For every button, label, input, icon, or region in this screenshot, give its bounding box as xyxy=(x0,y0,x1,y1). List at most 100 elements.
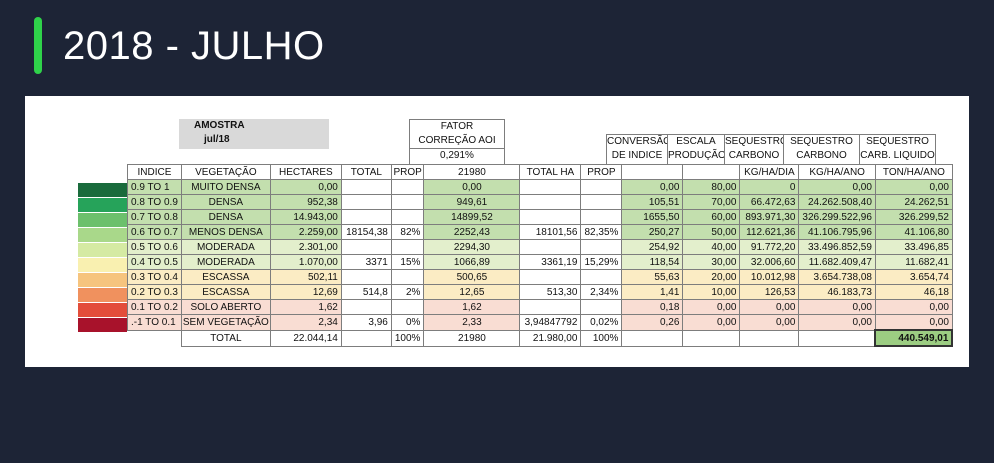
row-hectares: 14.943,00 xyxy=(269,209,342,225)
row-seq-ano: 0,00 xyxy=(798,314,876,331)
row-total-ha: 3361,19 xyxy=(519,254,582,270)
legend-swatch xyxy=(78,303,127,317)
vegetation-table: INDICE VEGETAÇÃO HECTARES TOTAL PROP 219… xyxy=(127,164,954,347)
totals-escala xyxy=(682,329,741,347)
totals-total xyxy=(340,329,392,347)
header-total-ha: TOTAL HA xyxy=(519,164,582,180)
row-indice: 0.9 TO 1 xyxy=(127,179,182,195)
row-seq-dia: 32.006,60 xyxy=(739,254,800,270)
fator-value: 0,291% xyxy=(410,148,504,163)
row-conversao: 1,41 xyxy=(621,284,684,300)
data-panel: AMOSTRA jul/18 FATOR CORREÇÃO AOI 0,291%… xyxy=(25,96,969,367)
row-total xyxy=(340,269,392,285)
table-row: 0.2 TO 0.3 ESCASSA 12,69 514,8 2% 12,65 513,30… xyxy=(127,284,953,300)
row-seq-dia: 66.472,63 xyxy=(739,194,800,210)
header-seq-ano-l2: CARBONO xyxy=(796,150,847,161)
row-indice: 0.2 TO 0.3 xyxy=(127,284,182,300)
row-fator: 2252,43 xyxy=(423,224,521,240)
row-total: 3371 xyxy=(340,254,392,270)
row-hectares: 12,69 xyxy=(269,284,342,300)
row-escala: 10,00 xyxy=(682,284,741,300)
header-seq-dia-unit: KG/HA/DIA xyxy=(739,164,800,180)
row-seq-dia: 0,00 xyxy=(739,314,800,331)
row-seq-liquido: 24.262,51 xyxy=(874,194,953,210)
header-escala-blank xyxy=(682,164,741,180)
row-prop2: 15,29% xyxy=(580,254,623,270)
row-conversao: 0,00 xyxy=(621,179,684,195)
fator-line1: FATOR xyxy=(440,121,474,132)
row-prop: 82% xyxy=(390,224,425,240)
row-total: 514,8 xyxy=(340,284,392,300)
totals-label: TOTAL xyxy=(180,329,271,347)
row-indice: 0.4 TO 0.5 xyxy=(127,254,182,270)
row-conversao: 254,92 xyxy=(621,239,684,255)
fator-box: FATOR CORREÇÃO AOI 0,291% xyxy=(409,119,505,164)
row-total xyxy=(340,179,392,195)
row-hectares: 1,62 xyxy=(269,299,342,315)
row-prop2 xyxy=(580,269,623,285)
row-indice: .-1 TO 0.1 xyxy=(127,314,182,331)
row-escala: 0,00 xyxy=(682,314,741,331)
row-vegetacao: MODERADA xyxy=(180,254,271,270)
row-seq-liquido: 0,00 xyxy=(874,314,953,331)
amostra-label: AMOSTRA xyxy=(194,120,245,131)
row-escala: 50,00 xyxy=(682,224,741,240)
row-indice: 0.6 TO 0.7 xyxy=(127,224,182,240)
row-vegetacao: MODERADA xyxy=(180,239,271,255)
row-seq-liquido: 46,18 xyxy=(874,284,953,300)
row-prop xyxy=(390,239,425,255)
row-total-ha xyxy=(519,299,582,315)
row-seq-ano: 326.299.522,96 xyxy=(798,209,876,225)
header-seq-ano-l1: SEQUESTRO xyxy=(790,136,853,147)
row-conversao: 250,27 xyxy=(621,224,684,240)
title-accent-bar xyxy=(34,17,42,74)
header-total: TOTAL xyxy=(340,164,392,180)
row-seq-liquido: 11.682,41 xyxy=(874,254,953,270)
row-escala: 60,00 xyxy=(682,209,741,225)
row-prop: 2% xyxy=(390,284,425,300)
legend-swatch xyxy=(78,273,127,287)
row-total-ha xyxy=(519,194,582,210)
header-seq-ano: SEQUESTRO CARBONO xyxy=(783,134,860,165)
header-escala: ESCALA PRODUÇÃO xyxy=(667,134,725,165)
row-total-ha xyxy=(519,239,582,255)
row-fator: 2,33 xyxy=(423,314,521,331)
row-seq-liquido: 0,00 xyxy=(874,179,953,195)
table-header-row: INDICE VEGETAÇÃO HECTARES TOTAL PROP 219… xyxy=(127,164,953,180)
row-fator: 1066,89 xyxy=(423,254,521,270)
row-prop2 xyxy=(580,194,623,210)
header-seq-dia: SEQUESTRO CARBONO xyxy=(724,134,784,165)
row-total-ha xyxy=(519,269,582,285)
totals-hectares: 22.044,14 xyxy=(269,329,342,347)
row-total-ha xyxy=(519,179,582,195)
legend-swatch xyxy=(78,288,127,302)
header-conversao-l2: DE INDICE xyxy=(611,150,663,161)
row-seq-ano: 3.654.738,08 xyxy=(798,269,876,285)
row-vegetacao: DENSA xyxy=(180,194,271,210)
row-escala: 80,00 xyxy=(682,179,741,195)
header-seq-liq-l2: CARB. LIQUIDO xyxy=(860,150,935,161)
totals-total-ha: 21.980,00 xyxy=(519,329,582,347)
row-indice: 0.3 TO 0.4 xyxy=(127,269,182,285)
header-seq-dia-l1: SEQUESTRO xyxy=(725,136,784,147)
row-hectares: 0,00 xyxy=(269,179,342,195)
totals-dia xyxy=(739,329,800,347)
header-seq-liq: SEQUESTRO CARB. LIQUIDO xyxy=(859,134,936,165)
row-total xyxy=(340,299,392,315)
row-seq-dia: 126,53 xyxy=(739,284,800,300)
row-prop2: 82,35% xyxy=(580,224,623,240)
header-fator-total: 21980 xyxy=(423,164,521,180)
row-prop: 0% xyxy=(390,314,425,331)
header-hectares: HECTARES xyxy=(269,164,342,180)
row-prop2: 2,34% xyxy=(580,284,623,300)
row-hectares: 1.070,00 xyxy=(269,254,342,270)
row-total-ha: 3,94847792 xyxy=(519,314,582,331)
row-conversao: 118,54 xyxy=(621,254,684,270)
header-conversao-l1: CONVERSÃO xyxy=(607,136,668,147)
amostra-box: AMOSTRA jul/18 xyxy=(179,119,329,149)
row-escala: 0,00 xyxy=(682,299,741,315)
row-prop2 xyxy=(580,299,623,315)
row-seq-liquido: 0,00 xyxy=(874,299,953,315)
row-conversao: 0,18 xyxy=(621,299,684,315)
row-vegetacao: DENSA xyxy=(180,209,271,225)
